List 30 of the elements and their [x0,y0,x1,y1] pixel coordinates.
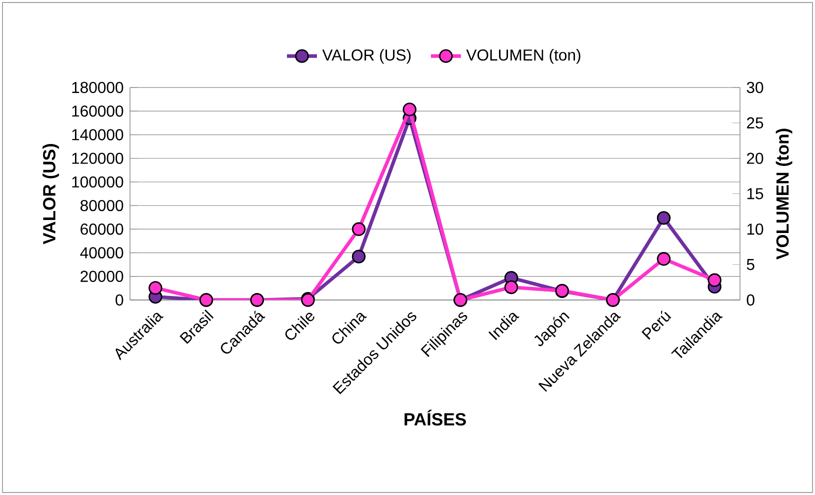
point [402,102,416,116]
y-tick-label: 160000 [72,105,124,117]
y2-tick-label: 0 [746,294,754,306]
point [656,252,671,266]
y-axis-title: VALOR (US) [42,144,59,244]
y-tick-label: 140000 [72,129,124,140]
point [656,211,671,225]
point [352,250,366,264]
point [352,222,366,236]
y2-axis-title: VOLUMEN (ton) [776,128,792,260]
y2-tick-label: 20 [747,152,764,164]
y2-tick-label: 5 [746,259,754,270]
y2-tick-label: 15 [747,188,764,200]
y2-tick-label: 30 [746,82,764,94]
point [708,273,722,288]
y-tick-label: 80000 [80,200,124,212]
y-tick-label: 120000 [72,152,124,164]
point [148,281,162,295]
y2-tick-label: 10 [747,224,764,235]
y2-tick-label: 25 [747,117,764,129]
y-tick-label: 0 [116,294,124,306]
y-tick-label: 40000 [80,247,124,258]
legend-label: VALOR (US) [322,49,411,64]
y-tick-label: 20000 [80,270,124,282]
y-tick-label: 100000 [72,176,124,188]
y-tick-label: 60000 [80,224,124,235]
legend-label: VOLUMEN (ton) [466,49,580,64]
y-tick-label: 180000 [72,82,124,94]
point [504,280,518,294]
x-axis-title: PAÍSES [404,410,466,426]
